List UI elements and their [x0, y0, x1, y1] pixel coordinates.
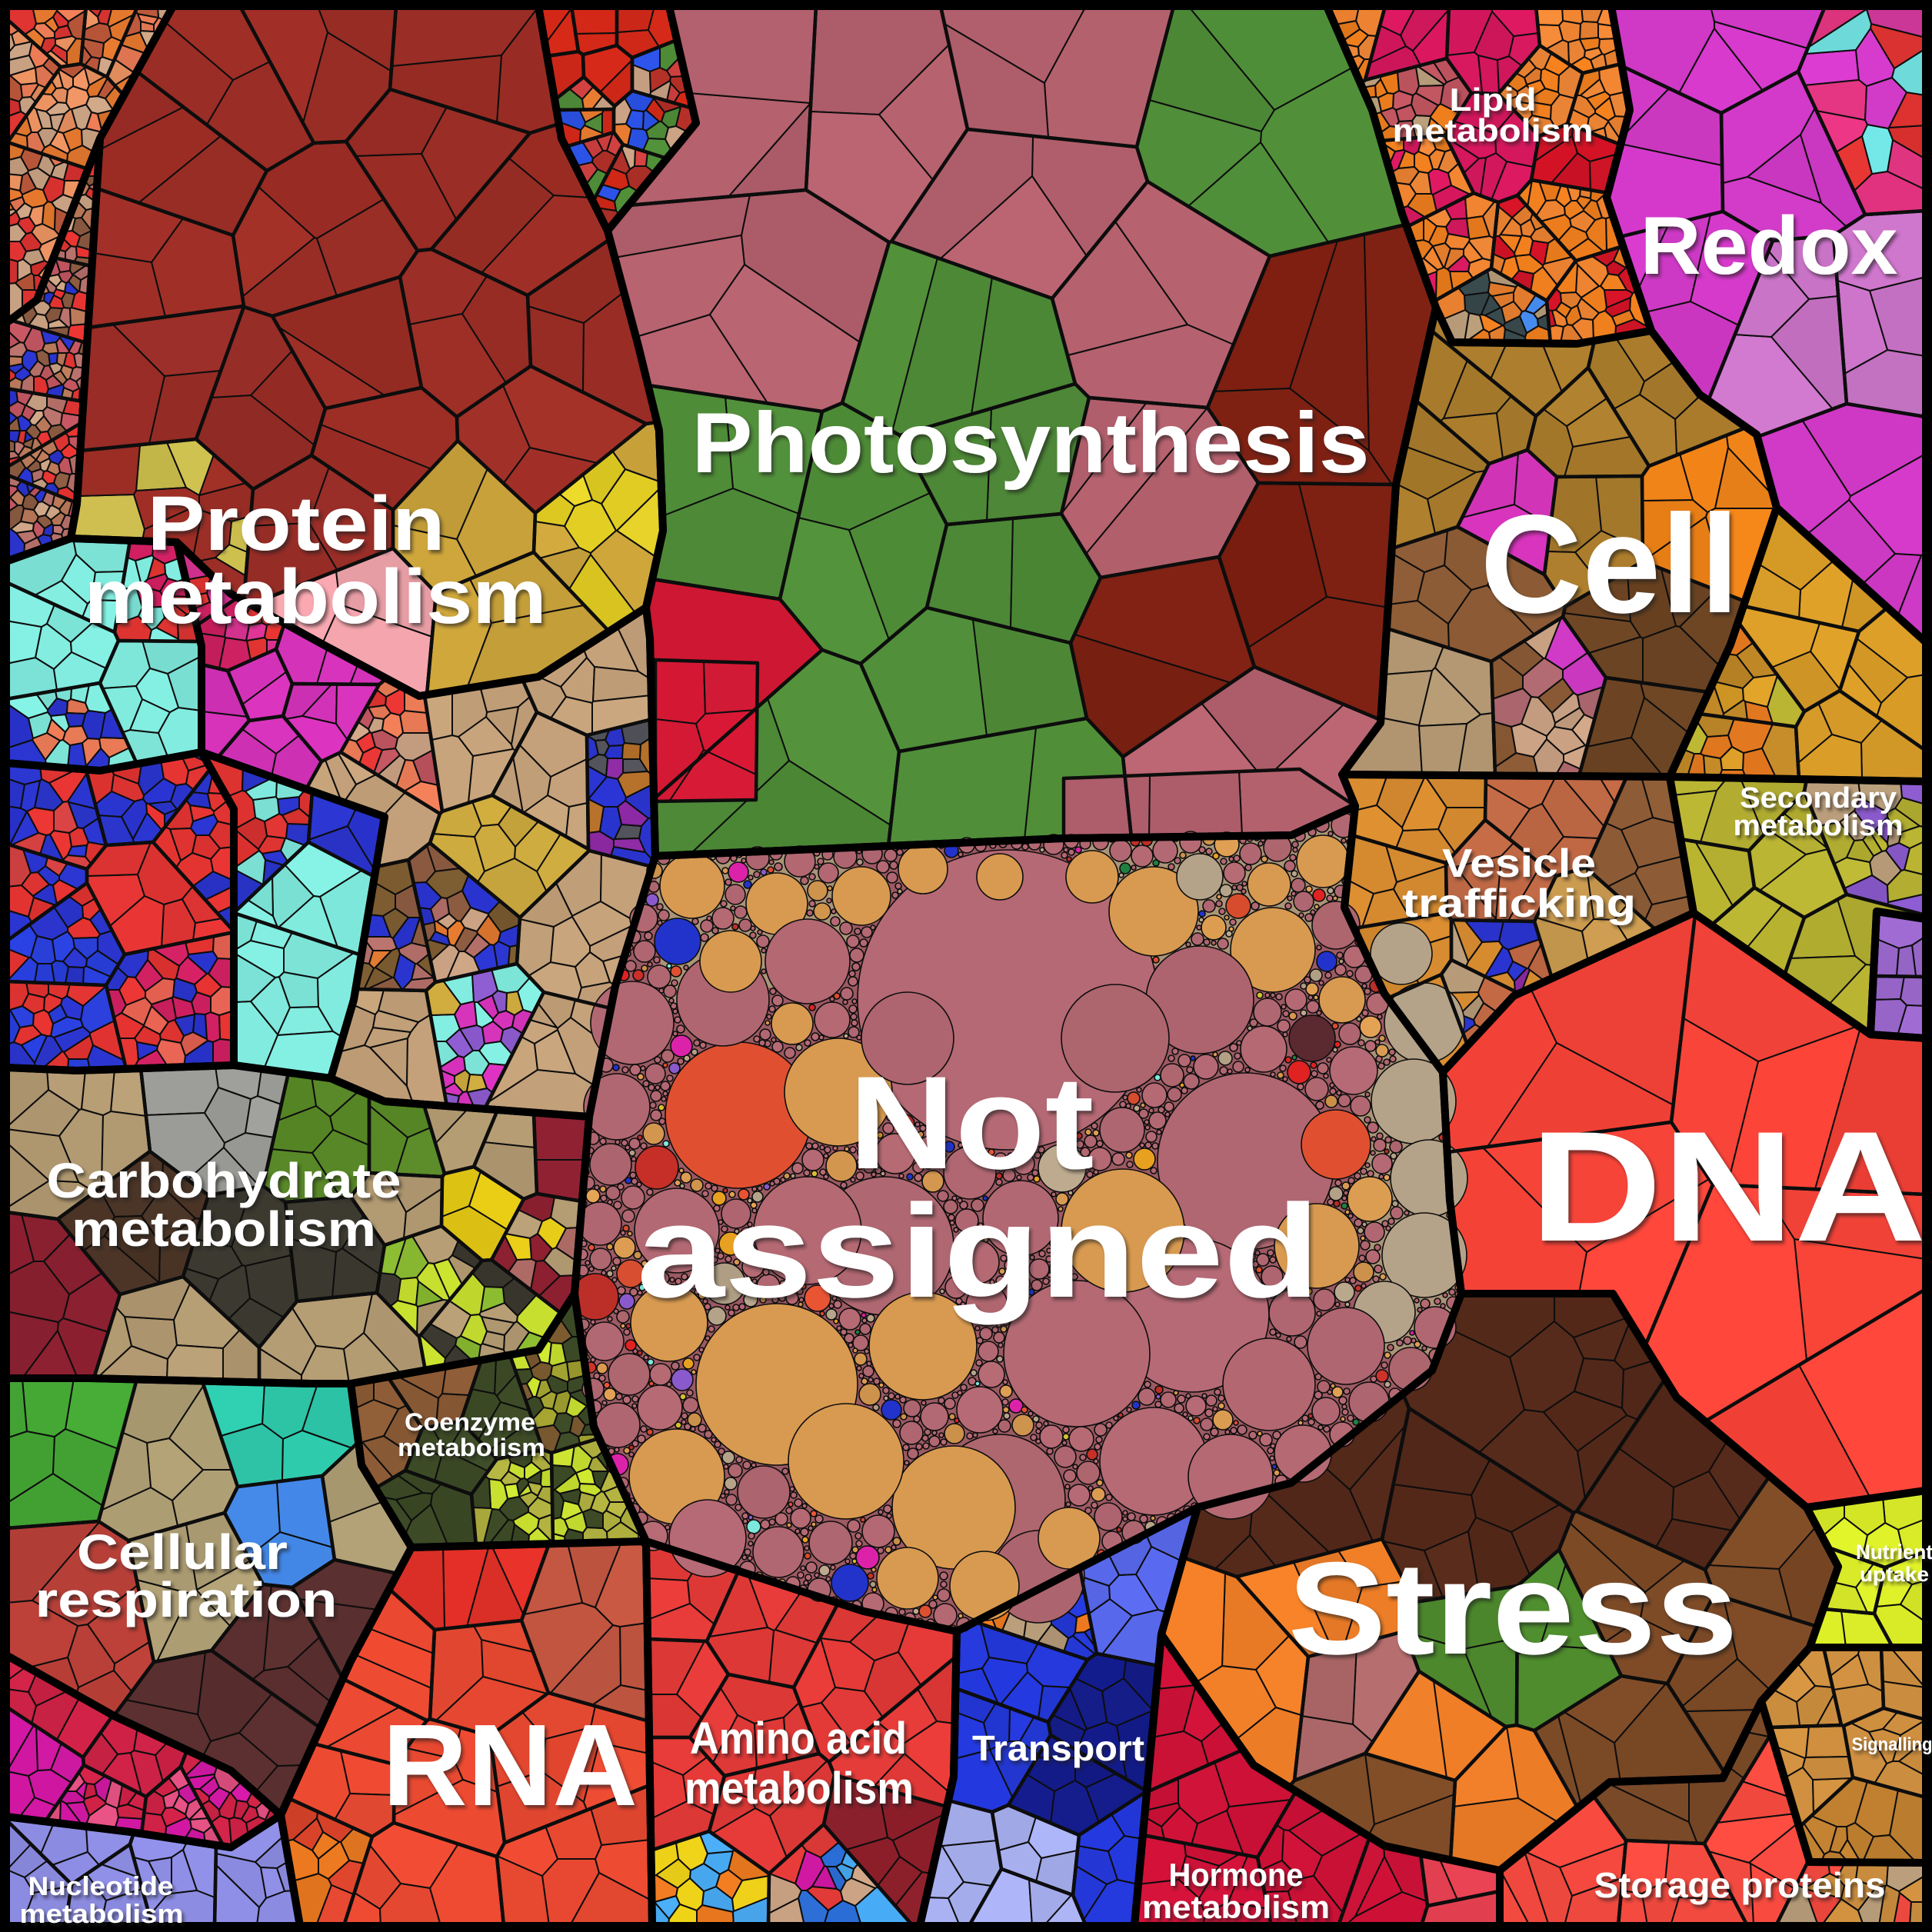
svg-text:RNA: RNA [382, 1700, 638, 1830]
svg-text:Redox: Redox [1641, 199, 1898, 291]
svg-text:Cellular: Cellular [77, 1524, 288, 1580]
svg-text:Secondary: Secondary [1740, 782, 1897, 814]
svg-text:Signalling: Signalling [1852, 1734, 1932, 1755]
svg-text:Carbohydrate: Carbohydrate [47, 1153, 401, 1208]
svg-text:Hormone: Hormone [1169, 1857, 1304, 1893]
svg-text:Storage proteins: Storage proteins [1594, 1865, 1886, 1905]
svg-text:Transport: Transport [972, 1728, 1144, 1768]
svg-text:DNA: DNA [1530, 1099, 1927, 1274]
svg-text:metabolism: metabolism [685, 1764, 914, 1814]
svg-text:Stress: Stress [1288, 1535, 1738, 1682]
svg-text:metabolism: metabolism [85, 554, 547, 640]
svg-text:Cell: Cell [1481, 485, 1740, 642]
svg-text:metabolism: metabolism [20, 1900, 184, 1929]
svg-text:Protein: Protein [148, 481, 445, 567]
svg-text:Not: Not [849, 1049, 1094, 1197]
svg-text:metabolism: metabolism [72, 1201, 376, 1257]
svg-text:uptake: uptake [1860, 1563, 1929, 1586]
svg-text:Vesicle: Vesicle [1442, 841, 1596, 886]
svg-text:Coenzyme: Coenzyme [405, 1408, 535, 1436]
svg-text:trafficking: trafficking [1402, 881, 1636, 926]
svg-text:Photosynthesis: Photosynthesis [692, 395, 1370, 491]
svg-text:metabolism: metabolism [1734, 810, 1904, 842]
svg-text:metabolism: metabolism [398, 1434, 545, 1461]
svg-text:Amino acid: Amino acid [690, 1714, 907, 1764]
svg-text:respiration: respiration [35, 1572, 338, 1627]
svg-text:metabolism: metabolism [1393, 112, 1594, 148]
svg-text:Nutrient: Nutrient [1856, 1541, 1932, 1564]
svg-text:assigned: assigned [637, 1178, 1320, 1325]
svg-text:Lipid: Lipid [1450, 82, 1537, 118]
svg-text:Nucleotide: Nucleotide [28, 1872, 174, 1901]
svg-text:metabolism: metabolism [1142, 1889, 1330, 1925]
